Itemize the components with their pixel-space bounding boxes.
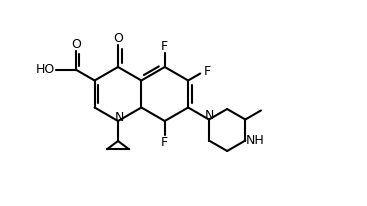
Text: F: F [161,40,168,53]
Text: NH: NH [246,134,265,147]
Text: O: O [113,32,123,44]
Text: HO: HO [36,63,55,76]
Text: F: F [161,136,168,149]
Text: O: O [72,38,81,51]
Text: N: N [205,109,215,122]
Text: N: N [114,110,124,124]
Text: F: F [204,65,211,78]
